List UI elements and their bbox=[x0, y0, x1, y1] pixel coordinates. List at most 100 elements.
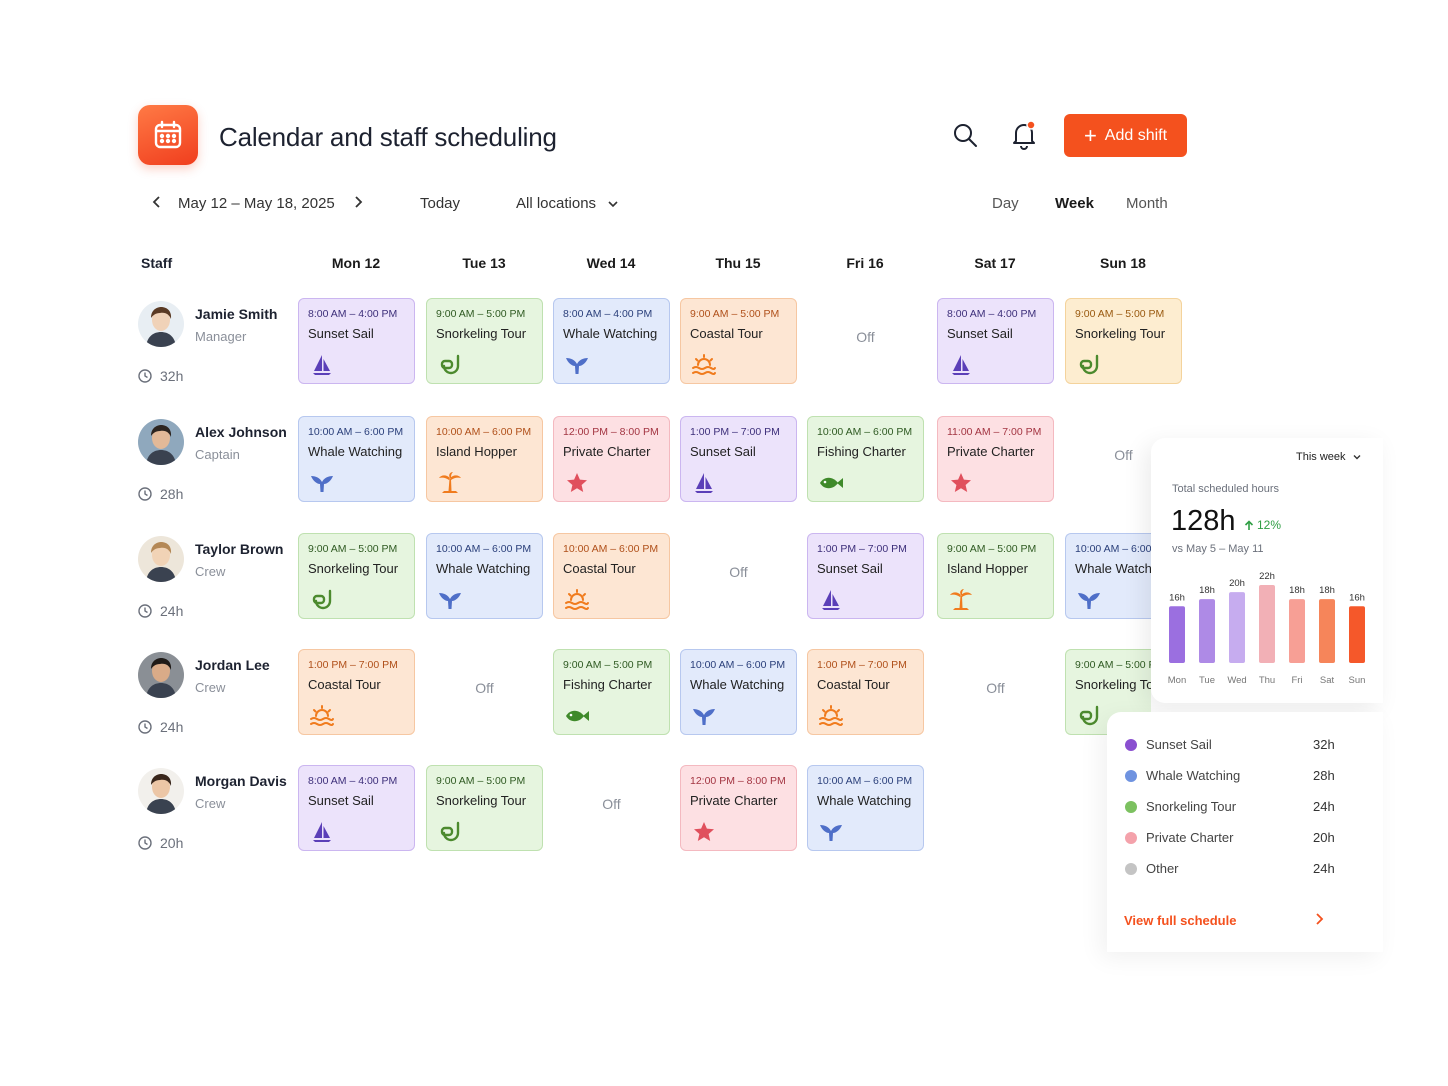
staff-row-info[interactable]: Jamie Smith Manager 32h bbox=[138, 301, 293, 393]
shift-time: 9:00 AM – 5:00 PM bbox=[690, 308, 780, 320]
bar-day-label: Wed bbox=[1227, 675, 1246, 686]
shift-card[interactable]: 9:00 AM – 5:00 PM Snorkeling Tour bbox=[426, 298, 543, 384]
shift-card[interactable]: 12:00 PM – 8:00 PM Private Charter bbox=[680, 765, 797, 851]
shift-card[interactable]: 9:00 AM – 5:00 PM Snorkeling Tour bbox=[1065, 298, 1182, 384]
shift-time: 10:00 AM – 6:00 PM bbox=[308, 426, 404, 438]
shift-activity: Snorkeling To bbox=[1075, 677, 1151, 692]
total-hours: 128h bbox=[1171, 505, 1236, 537]
legend-dot bbox=[1125, 769, 1137, 782]
shift-card[interactable]: 8:00 AM – 4:00 PM Sunset Sail bbox=[298, 765, 415, 851]
staff-name: Alex Johnson bbox=[195, 424, 287, 440]
staff-name: Jordan Lee bbox=[195, 657, 270, 673]
view-full-schedule-link[interactable]: View full schedule bbox=[1124, 913, 1237, 928]
legend-label: Private Charter bbox=[1146, 830, 1234, 845]
chevron-right-icon bbox=[355, 196, 363, 208]
legend-label: Whale Watching bbox=[1146, 768, 1241, 783]
shift-time: 8:00 AM – 4:00 PM bbox=[947, 308, 1037, 320]
add-shift-button[interactable]: + Add shift bbox=[1064, 114, 1187, 157]
bar-wed bbox=[1229, 592, 1245, 663]
shift-activity: Coastal Tour bbox=[308, 677, 381, 692]
period-select[interactable]: This week bbox=[1296, 451, 1362, 463]
shift-card[interactable]: 10:00 AM – 6:00 PM Whale Watching bbox=[298, 416, 415, 502]
shift-card[interactable]: 10:00 AM – 6:00 PM Whale Watching bbox=[680, 649, 797, 735]
shift-card[interactable]: 10:00 AM – 6:00 PM Island Hopper bbox=[426, 416, 543, 502]
shift-card[interactable]: 1:00 PM – 7:00 PM Coastal Tour bbox=[807, 649, 924, 735]
shift-time: 9:00 AM – 5:00 PM bbox=[436, 308, 526, 320]
coast-sunset-icon bbox=[691, 354, 717, 376]
add-shift-label: Add shift bbox=[1104, 126, 1168, 144]
clock-icon bbox=[138, 369, 152, 383]
legend-item: Sunset Sail 32h bbox=[1125, 737, 1335, 752]
location-select[interactable]: All locations bbox=[516, 195, 620, 212]
shift-activity: Island Hopper bbox=[436, 444, 517, 459]
shift-card[interactable]: 10:00 AM – 6:00 PM Fishing Charter bbox=[807, 416, 924, 502]
bar-day-label: Mon bbox=[1168, 675, 1186, 686]
shift-card[interactable]: 8:00 AM – 4:00 PM Whale Watching bbox=[553, 298, 670, 384]
shift-card[interactable]: 9:00 AM – 5:00 PM Fishing Charter bbox=[553, 649, 670, 735]
notifications-button[interactable] bbox=[1010, 120, 1038, 150]
shift-activity: Private Charter bbox=[947, 444, 1035, 459]
staff-row-info[interactable]: Jordan Lee Crew 24h bbox=[138, 652, 293, 744]
staff-hours-value: 24h bbox=[160, 603, 184, 619]
shift-card[interactable]: 1:00 PM – 7:00 PM Sunset Sail bbox=[807, 533, 924, 619]
sailboat-icon bbox=[691, 472, 717, 494]
shift-card[interactable]: 10:00 AM – 6:00 PM Coastal Tour bbox=[553, 533, 670, 619]
shift-activity: Private Charter bbox=[563, 444, 651, 459]
shift-activity: Fishing Charter bbox=[563, 677, 652, 692]
staff-hours-value: 24h bbox=[160, 719, 184, 735]
bar-thu bbox=[1259, 585, 1275, 663]
shift-card[interactable]: 9:00 AM – 5:00 PM Island Hopper bbox=[937, 533, 1054, 619]
shift-card[interactable]: 1:00 PM – 7:00 PM Coastal Tour bbox=[298, 649, 415, 735]
shift-card[interactable]: 12:00 PM – 8:00 PM Private Charter bbox=[553, 416, 670, 502]
shift-time: 10:00 AM – 6:00 bbox=[1075, 543, 1151, 555]
legend-hours: 32h bbox=[1313, 737, 1335, 752]
legend-item: Whale Watching 28h bbox=[1125, 768, 1335, 783]
shift-card[interactable]: 9:00 AM – 5:00 PM Coastal Tour bbox=[680, 298, 797, 384]
sailboat-icon bbox=[309, 821, 335, 843]
sailboat-icon bbox=[309, 354, 335, 376]
staff-hours-value: 20h bbox=[160, 835, 184, 851]
shift-time: 9:00 AM – 5:00 PM bbox=[563, 659, 653, 671]
next-week-button[interactable] bbox=[349, 193, 367, 211]
whale-tail-icon bbox=[437, 589, 463, 611]
legend-item: Private Charter 20h bbox=[1125, 830, 1335, 845]
avatar bbox=[138, 652, 184, 698]
chevron-right-icon[interactable] bbox=[1312, 912, 1326, 926]
shift-time: 10:00 AM – 6:00 PM bbox=[563, 543, 659, 555]
hours-summary-panel: This week Total scheduled hours 128h 12%… bbox=[1151, 438, 1383, 703]
star-icon bbox=[691, 821, 717, 843]
today-button[interactable]: Today bbox=[420, 195, 461, 212]
search-button[interactable] bbox=[951, 120, 979, 150]
legend-label: Snorkeling Tour bbox=[1146, 799, 1237, 814]
day-off-label: Off bbox=[856, 329, 875, 345]
shift-card[interactable]: 10:00 AM – 6:00 PM Whale Watching bbox=[807, 765, 924, 851]
avatar bbox=[138, 419, 184, 465]
view-week[interactable]: Week bbox=[1055, 195, 1094, 212]
staff-row-info[interactable]: Morgan Davis Crew 20h bbox=[138, 768, 293, 860]
star-icon bbox=[948, 472, 974, 494]
view-month[interactable]: Month bbox=[1126, 195, 1168, 212]
shift-card[interactable]: 10:00 AM – 6:00 PM Whale Watching bbox=[426, 533, 543, 619]
shift-card[interactable]: 1:00 PM – 7:00 PM Sunset Sail bbox=[680, 416, 797, 502]
shift-card[interactable]: 9:00 AM – 5:00 PM Snorkeling Tour bbox=[298, 533, 415, 619]
shift-card[interactable]: 9:00 AM – 5:00 PM Snorkeling Tour bbox=[426, 765, 543, 851]
staff-role: Captain bbox=[195, 447, 240, 462]
bar-value-label: 18h bbox=[1319, 585, 1335, 596]
staff-role: Crew bbox=[195, 796, 226, 811]
staff-row-info[interactable]: Alex Johnson Captain 28h bbox=[138, 419, 293, 511]
avatar bbox=[138, 301, 184, 347]
bar-day-label: Thu bbox=[1259, 675, 1275, 686]
shift-activity: Sunset Sail bbox=[817, 561, 883, 576]
shift-card[interactable]: 8:00 AM – 4:00 PM Sunset Sail bbox=[937, 298, 1054, 384]
sailboat-icon bbox=[948, 354, 974, 376]
snorkel-icon bbox=[1076, 705, 1102, 727]
view-day[interactable]: Day bbox=[992, 195, 1019, 212]
shift-card[interactable]: 10:00 AM – 6:00 Whale Watchi bbox=[1065, 533, 1151, 619]
day-off-label: Off bbox=[729, 564, 748, 580]
staff-name: Jamie Smith bbox=[195, 306, 278, 322]
shift-card[interactable]: 11:00 AM – 7:00 PM Private Charter bbox=[937, 416, 1054, 502]
shift-card[interactable]: 8:00 AM – 4:00 PM Sunset Sail bbox=[298, 298, 415, 384]
prev-week-button[interactable] bbox=[148, 193, 166, 211]
shift-activity: Coastal Tour bbox=[563, 561, 636, 576]
staff-row-info[interactable]: Taylor Brown Crew 24h bbox=[138, 536, 293, 628]
